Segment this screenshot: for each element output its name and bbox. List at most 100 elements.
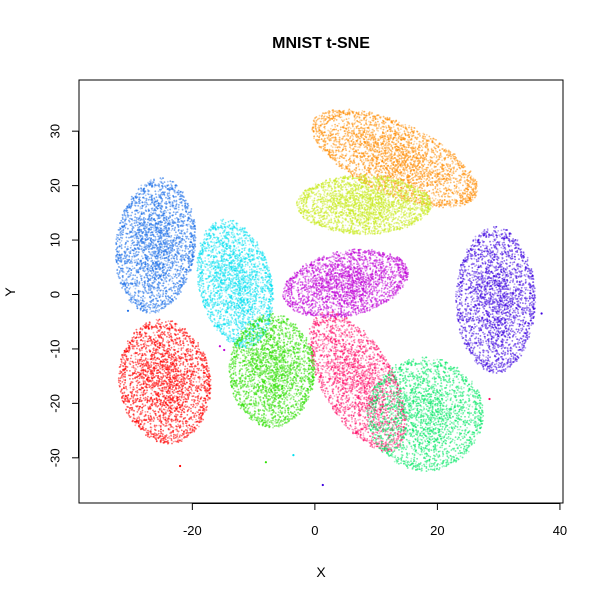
data-point [474,194,476,196]
data-point [467,200,469,202]
data-point [470,200,472,202]
data-point [377,118,379,120]
data-point [469,192,471,194]
data-point [363,171,365,173]
data-point [345,146,347,148]
data-point [422,190,424,192]
data-point [440,204,442,206]
data-point [385,172,387,174]
data-point [369,135,371,137]
data-point [364,166,366,168]
data-point [408,181,410,183]
data-point [357,149,359,151]
data-point [370,121,372,123]
data-point [347,135,349,137]
data-point [443,183,445,185]
data-point [328,117,330,119]
data-point [387,156,389,158]
data-point [403,175,405,177]
data-point [458,187,460,189]
data-point [438,201,440,203]
data-point [447,151,449,153]
data-point [459,205,461,207]
data-point [443,185,445,187]
data-point [407,164,409,166]
data-point [375,122,377,124]
data-point [460,163,462,165]
data-point [383,116,385,118]
data-point [360,123,362,125]
scatter-points [115,109,543,487]
data-point [454,156,456,158]
data-point [335,146,337,148]
data-point [415,147,417,149]
data-point [364,111,366,113]
data-point [377,130,379,132]
data-point [326,150,328,152]
data-point [456,183,458,185]
data-point [338,116,340,118]
data-point [375,170,377,172]
data-point [434,148,436,150]
data-point [380,159,382,161]
data-point [427,148,429,150]
data-point [391,141,393,143]
data-point [334,124,336,126]
data-point [444,173,446,175]
data-point [437,199,439,201]
data-point [461,165,463,167]
data-point [387,130,389,132]
data-point [346,118,348,120]
data-point [461,174,463,176]
data-point [426,139,428,141]
data-point [340,111,342,113]
data-point [462,202,464,204]
data-point [460,190,462,192]
data-point [353,133,355,135]
data-point [373,142,375,144]
data-point [448,185,450,187]
data-point [345,114,347,116]
data-point [387,135,389,137]
data-point [353,141,355,143]
data-point [312,127,314,129]
data-point [387,150,389,152]
data-point [340,126,342,128]
data-point [341,167,343,169]
data-point [382,158,384,160]
data-point [356,112,358,114]
data-point [374,141,376,143]
data-point [435,173,437,175]
data-point [355,149,357,151]
data-point [321,123,323,125]
data-point [466,179,468,181]
data-point [433,192,435,194]
data-point [382,153,384,155]
data-point [352,162,354,164]
data-point [390,149,392,151]
data-point [343,112,345,114]
data-point [352,144,354,146]
data-point [335,151,337,153]
data-point [380,166,382,168]
data-point [372,154,374,156]
data-point [365,151,367,153]
data-point [393,161,395,163]
data-point [436,205,438,207]
data-point [339,141,341,143]
data-point [436,145,438,147]
data-point [366,130,368,132]
data-point [418,172,420,174]
data-point [383,162,385,164]
data-point [345,138,347,140]
data-point [398,149,400,151]
data-point [381,143,383,145]
data-point [444,158,446,160]
data-point [315,122,317,124]
data-point [473,184,475,186]
data-point [474,180,476,182]
data-point [433,156,435,158]
data-point [367,167,369,169]
data-point [400,143,402,145]
data-point [457,163,459,165]
